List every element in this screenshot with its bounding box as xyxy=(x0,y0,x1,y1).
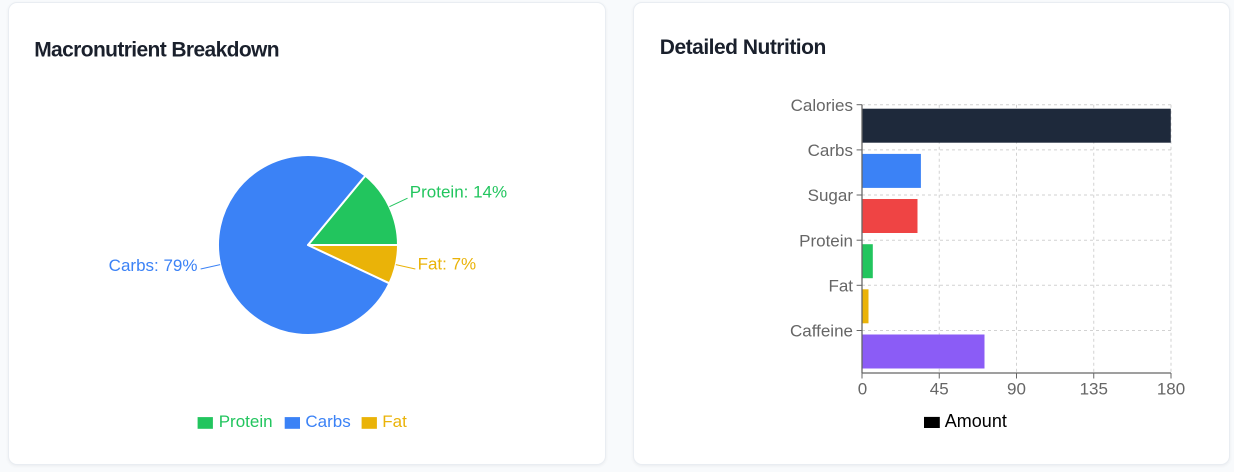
svg-text:Macronutrient Breakdown: Macronutrient Breakdown xyxy=(34,39,279,62)
svg-text:45: 45 xyxy=(930,379,949,398)
svg-text:Protein: Protein xyxy=(219,412,273,431)
svg-text:Carbs: Carbs xyxy=(305,412,350,431)
svg-text:Fat: 7%: Fat: 7% xyxy=(418,255,477,274)
svg-text:Sugar: Sugar xyxy=(808,186,854,205)
svg-text:Amount: Amount xyxy=(945,411,1007,431)
svg-text:Protein: Protein xyxy=(799,231,853,250)
svg-text:Carbs: Carbs xyxy=(808,141,853,160)
svg-text:Fat: Fat xyxy=(382,412,407,431)
svg-text:0: 0 xyxy=(858,379,867,398)
svg-text:Caffeine: Caffeine xyxy=(790,322,853,341)
svg-text:Detailed Nutrition: Detailed Nutrition xyxy=(660,36,826,59)
svg-text:Fat: Fat xyxy=(828,277,853,296)
svg-text:180: 180 xyxy=(1157,379,1185,398)
svg-text:Carbs: 79%: Carbs: 79% xyxy=(109,256,198,275)
svg-text:Calories: Calories xyxy=(791,96,853,115)
svg-text:Protein: 14%: Protein: 14% xyxy=(410,183,507,202)
svg-text:135: 135 xyxy=(1080,379,1108,398)
svg-text:90: 90 xyxy=(1007,379,1026,398)
